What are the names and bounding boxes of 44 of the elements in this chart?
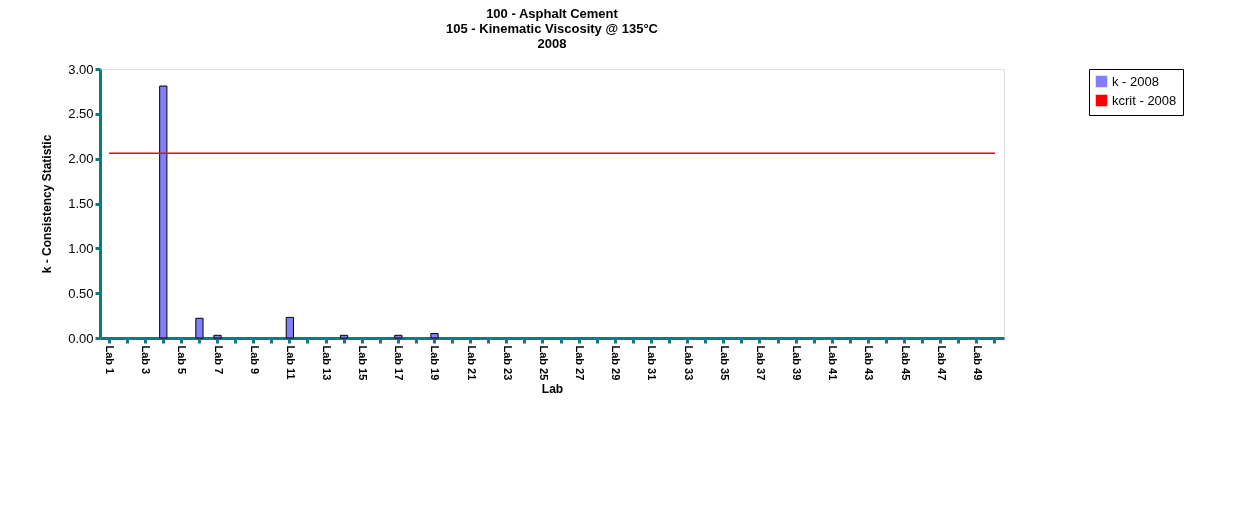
x-tick-label: Lab 9 [248, 345, 261, 375]
x-tick-label: Lab 13 [321, 345, 333, 381]
bar [285, 316, 294, 339]
x-tick-label: Lab 23 [501, 345, 514, 381]
x-tick-label: Lab 45 [899, 345, 912, 381]
y-tick-label: 2.50 [68, 106, 94, 122]
y-tick-label: 1.50 [68, 196, 94, 211]
x-tick-label: Lab 19 [429, 345, 442, 381]
x-tick-label: Lab 33 [682, 345, 695, 381]
x-tick-label: Lab 27 [574, 345, 587, 381]
x-tick-label: Lab 5 [176, 345, 189, 375]
legend-label: kcrit - 2008 [1112, 92, 1177, 108]
x-tick-label: Lab 29 [610, 345, 623, 381]
x-tick-label: Lab 41 [827, 345, 840, 381]
x-tick-label: Lab 15 [357, 345, 370, 381]
x-tick-label: Lab 3 [140, 345, 153, 375]
bar [394, 334, 403, 339]
y-axis-title: k - Consistency Statistic [40, 134, 55, 274]
bar [159, 85, 168, 339]
x-tick-label: Lab 49 [971, 345, 984, 381]
x-tick-label: Lab 47 [935, 345, 948, 381]
y-tick-label: 3.00 [68, 61, 94, 77]
x-axis-title: Lab [541, 382, 564, 397]
x-tick-label: Lab 7 [212, 345, 225, 375]
x-tick-label: Lab 11 [284, 345, 297, 380]
bar [213, 334, 222, 339]
x-tick-label: Lab 37 [754, 345, 767, 381]
y-tick-label: 2.00 [68, 151, 94, 167]
x-tick-label: Lab 1 [104, 345, 117, 375]
bar [339, 334, 349, 339]
x-tick-label: Lab 31 [646, 345, 659, 381]
bar [430, 333, 439, 339]
chart-title: 100 - Asphalt Cement 105 - Kinematic Viscosity @ 135°C 2008 [445, 6, 659, 51]
x-tick-label: Lab 17 [393, 345, 406, 381]
y-tick-label: 1.00 [68, 240, 94, 256]
x-tick-label: Lab 21 [465, 345, 478, 381]
bar [195, 317, 204, 339]
x-tick-label: Lab 43 [863, 345, 876, 381]
x-tick-label: Lab 25 [537, 345, 550, 381]
legend-label: k - 2008 [1112, 73, 1159, 89]
x-tick-label: Lab 39 [791, 345, 804, 381]
y-tick-label: 0.00 [68, 330, 94, 346]
x-tick-label: Lab 35 [718, 345, 731, 381]
y-tick-label: 0.50 [68, 285, 94, 301]
